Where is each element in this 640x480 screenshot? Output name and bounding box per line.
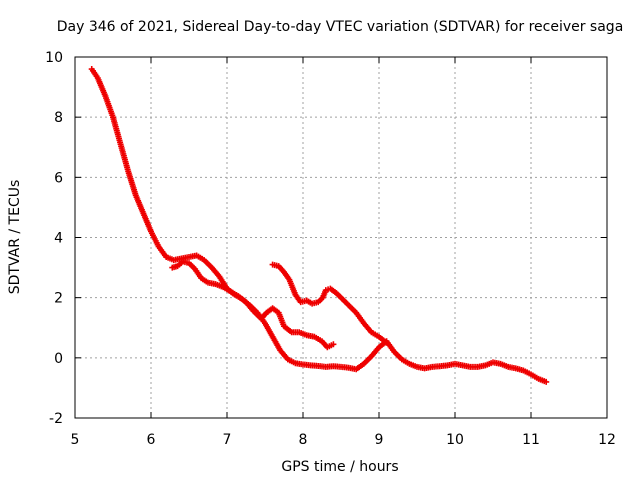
series-track-1 bbox=[88, 66, 550, 385]
y-tick-label: 6 bbox=[54, 170, 63, 186]
y-tick-label: 2 bbox=[54, 291, 63, 307]
y-tick-labels: -2 0 2 4 6 8 10 bbox=[45, 50, 63, 427]
plot-frame bbox=[74, 56, 608, 419]
data-point bbox=[383, 339, 390, 346]
y-tick-label: 0 bbox=[54, 351, 63, 367]
x-tick-label: 6 bbox=[147, 432, 156, 448]
x-tick-label: 10 bbox=[446, 432, 464, 448]
x-tick-label: 11 bbox=[522, 432, 540, 448]
data-point bbox=[330, 341, 337, 348]
y-tick-label: 8 bbox=[54, 110, 63, 126]
x-tick-label: 8 bbox=[299, 432, 308, 448]
y-tick-label: 10 bbox=[45, 50, 63, 66]
x-tick-label: 7 bbox=[223, 432, 232, 448]
x-tick-label: 12 bbox=[598, 432, 616, 448]
data-point bbox=[543, 378, 550, 385]
x-tick-label: 5 bbox=[71, 432, 80, 448]
series-track-3 bbox=[269, 261, 390, 346]
series-track-2 bbox=[169, 258, 337, 351]
chart-title: Day 346 of 2021, Sidereal Day-to-day VTE… bbox=[57, 19, 624, 35]
x-tick-label: 9 bbox=[375, 432, 384, 448]
x-tick-labels: 5 6 7 8 9 10 11 12 bbox=[71, 432, 616, 448]
y-axis-label: SDTVAR / TECUs bbox=[7, 180, 23, 295]
x-axis-label: GPS time / hours bbox=[281, 459, 398, 475]
y-tick-label: -2 bbox=[49, 411, 63, 427]
data-points bbox=[88, 66, 550, 385]
y-tick-label: 4 bbox=[54, 231, 63, 247]
